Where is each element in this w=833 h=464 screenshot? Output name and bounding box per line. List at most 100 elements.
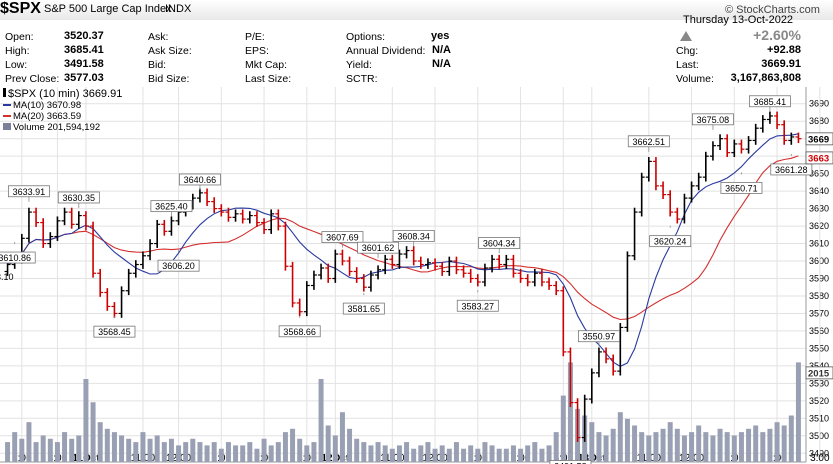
- volume-bar: [425, 442, 431, 462]
- y-tick-label: 3640: [809, 186, 829, 196]
- callout-box: [748, 95, 791, 108]
- callout-label: 3662.51: [633, 137, 666, 147]
- volume-bar: [411, 448, 417, 462]
- title-bar: [0, 0, 833, 20]
- volume-bar: [204, 445, 210, 462]
- volume-bar: [140, 432, 146, 462]
- volume-bar: [275, 442, 281, 462]
- volume-bar: [503, 448, 509, 462]
- callout-box: [691, 113, 734, 126]
- volume-bar: [624, 418, 630, 462]
- callout-box: [0, 251, 36, 264]
- volume-bar: [389, 448, 395, 462]
- callout-box: [321, 231, 364, 243]
- legend-ma10: MA(10) 3670.98: [3, 100, 81, 111]
- callout-label: 3607.69: [326, 233, 359, 243]
- chg-label: Chg:: [676, 45, 699, 57]
- volume-bar: [304, 445, 310, 462]
- callout-box: [178, 173, 221, 186]
- volume-bar: [69, 438, 75, 462]
- y-tick-label: 3650: [809, 169, 829, 179]
- callout-label: 3581.65: [348, 304, 381, 314]
- callout-label: 3633.91: [13, 187, 46, 197]
- callout-label: 3601.62: [362, 243, 395, 253]
- y-tick-label: 3530: [809, 378, 829, 388]
- volume-bar: [54, 442, 60, 462]
- ma10-line: [7, 133, 799, 368]
- volume-bar: [510, 445, 516, 462]
- legend-main-text: $SPX (10 min) 3669.91: [8, 88, 123, 100]
- y-tick-label: 3680: [809, 116, 829, 126]
- callout-box: [392, 230, 435, 242]
- callout-label: 3606.20: [162, 261, 195, 271]
- y-tick-label: 3510: [809, 413, 829, 423]
- y-tick-label: 3620: [809, 221, 829, 231]
- volume-bar: [119, 435, 125, 462]
- volume-value: 3,167,863,808: [730, 72, 801, 84]
- volume-bar: [610, 428, 616, 462]
- volume-bar: [247, 442, 253, 462]
- quote-date: Thursday 13-Oct-2022: [683, 14, 794, 26]
- volume-bar: [33, 442, 39, 462]
- callout-box: [93, 325, 136, 338]
- volume-bar: [453, 442, 459, 462]
- volume-bar: [489, 445, 495, 462]
- volume-bar: [717, 428, 723, 462]
- open-value: 3520.37: [64, 30, 104, 42]
- volume-bar: [589, 422, 595, 462]
- volume-bar: [596, 432, 602, 462]
- volume-bar: [439, 445, 445, 462]
- volume-bar: [126, 438, 132, 462]
- legend-ma10-swatch: [3, 104, 11, 107]
- volume-bar: [760, 432, 766, 462]
- volume-bar: [375, 442, 381, 462]
- prev-close-label: Prev Close:: [5, 73, 60, 85]
- high-label: High:: [5, 45, 30, 57]
- dividend-label: Annual Dividend:: [346, 45, 426, 57]
- bid-size-label: Bid Size:: [148, 73, 190, 85]
- callout-box: [150, 200, 193, 213]
- y-tick-label: 3540: [809, 361, 829, 371]
- volume-bar: [12, 432, 18, 462]
- volume-bar: [361, 442, 367, 462]
- legend-ma20: MA(20) 3663.59: [3, 111, 81, 122]
- volume-bar: [268, 445, 274, 462]
- last-label: Last:: [676, 59, 699, 71]
- volume-bar: [197, 442, 203, 462]
- volume-bar: [546, 445, 552, 462]
- volume-bar: [62, 432, 68, 462]
- y-tick-label: 3550: [809, 343, 829, 353]
- volume-bar: [26, 422, 32, 462]
- last-price-tag-box: [805, 132, 833, 146]
- volume-bar: [788, 415, 794, 462]
- volume-bar: [19, 438, 25, 462]
- callout-label: 3620.24: [654, 237, 687, 247]
- volume-bar: [553, 432, 559, 462]
- security-name: S&P 500 Large Cap Index: [44, 3, 172, 15]
- volume-bar: [496, 448, 502, 462]
- chg-value: +92.88: [767, 44, 801, 56]
- stockcharts-credit: © StockCharts.com: [725, 4, 820, 16]
- callout-box: [649, 235, 692, 248]
- high-value: 3685.41: [64, 44, 104, 56]
- volume-bar: [653, 432, 659, 462]
- volume-bar: [567, 362, 573, 462]
- volume-bar: [396, 445, 402, 462]
- volume-bar: [40, 435, 46, 462]
- volume-label: Volume:: [676, 73, 714, 85]
- y-tick-label: 3610: [809, 239, 829, 249]
- y-tick-label: 3690: [809, 99, 829, 109]
- prev-close-value: 3577.03: [64, 72, 104, 84]
- volume-bar: [774, 422, 780, 462]
- volume-tag: 2015: [808, 368, 830, 379]
- legend-price-icon: [3, 88, 6, 97]
- callout-box: [157, 259, 200, 272]
- pe-label: P/E:: [245, 31, 265, 43]
- volume-bar: [475, 448, 481, 462]
- callout-label: 3550.97: [583, 332, 616, 342]
- volume-bar: [767, 428, 773, 462]
- volume-bar: [161, 442, 167, 462]
- callout-box: [770, 163, 813, 176]
- last-value: 3669.91: [761, 58, 801, 70]
- callout-label: 3608.34: [397, 231, 430, 241]
